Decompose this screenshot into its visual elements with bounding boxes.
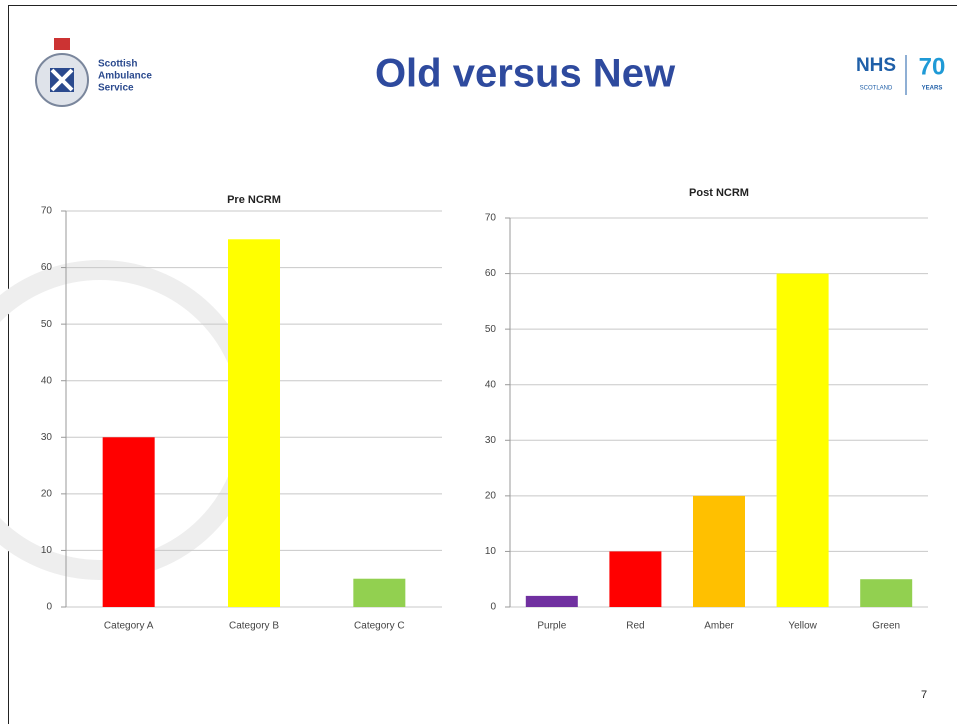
- y-tick-label: 60: [41, 262, 53, 273]
- x-tick-label: Purple: [537, 621, 566, 632]
- logo-text: Scottish: [98, 59, 137, 70]
- y-tick-label: 0: [46, 602, 52, 613]
- bar: [776, 273, 829, 607]
- y-tick-label: 60: [485, 268, 497, 279]
- page-number: 7: [921, 689, 927, 701]
- chart-title: Pre NCRM: [227, 194, 281, 206]
- bar: [860, 579, 913, 607]
- bar: [228, 239, 280, 608]
- logo-text: Service: [98, 83, 134, 94]
- x-tick-label: Red: [626, 621, 644, 632]
- left-logo: Scottish Ambulance Service: [35, 38, 152, 107]
- y-tick-label: 30: [485, 435, 497, 446]
- years: YEARS: [922, 86, 943, 92]
- y-tick-label: 20: [41, 488, 53, 499]
- nhs-text: NHS: [856, 55, 896, 76]
- bar: [102, 437, 155, 607]
- x-tick-label: Yellow: [788, 621, 817, 632]
- bar: [525, 595, 578, 607]
- bar: [353, 578, 406, 607]
- y-tick-label: 40: [41, 375, 53, 386]
- y-tick-label: 20: [485, 490, 497, 501]
- y-tick-label: 30: [41, 432, 53, 443]
- y-tick-label: 10: [41, 545, 53, 556]
- right-logo: NHS SCOTLAND 70 YEARS: [856, 53, 945, 95]
- chart-title: Post NCRM: [689, 187, 749, 199]
- y-tick-label: 50: [485, 324, 497, 335]
- seventy: 70: [919, 53, 946, 80]
- x-tick-label: Category C: [354, 621, 405, 632]
- y-tick-label: 50: [41, 319, 53, 330]
- y-tick-label: 40: [485, 379, 497, 390]
- bar: [693, 495, 745, 607]
- bar: [609, 551, 662, 607]
- x-tick-label: Category B: [229, 621, 279, 632]
- logo-crown: [54, 38, 70, 50]
- logo-cross: [50, 68, 74, 92]
- logo-text: Ambulance: [98, 71, 152, 82]
- y-tick-label: 70: [41, 206, 53, 217]
- y-tick-label: 0: [490, 602, 496, 613]
- x-tick-label: Category A: [104, 621, 154, 632]
- slide-title: Old versus New: [375, 52, 676, 96]
- x-tick-label: Amber: [704, 621, 734, 632]
- nhs-region: SCOTLAND: [860, 86, 893, 92]
- y-tick-label: 70: [485, 213, 497, 224]
- slide-border: [8, 5, 957, 724]
- x-tick-label: Green: [872, 621, 900, 632]
- y-tick-label: 10: [485, 546, 497, 557]
